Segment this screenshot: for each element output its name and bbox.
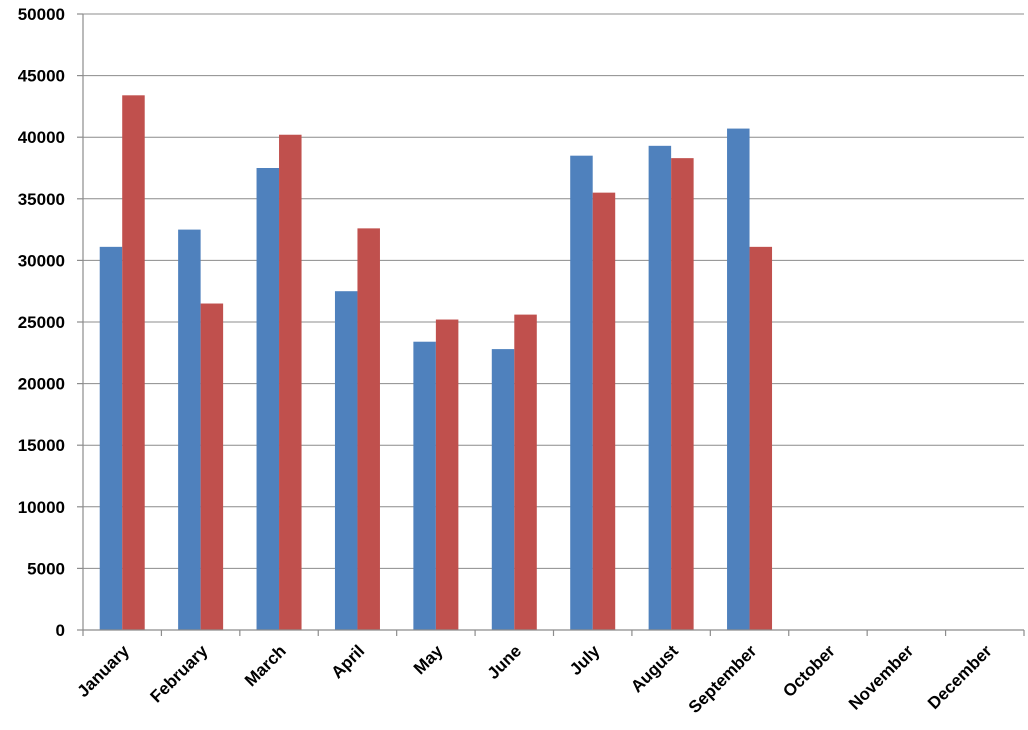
y-tick-label: 50000 <box>18 5 65 24</box>
y-tick-label: 5000 <box>27 559 65 578</box>
bar-series-1-may <box>413 341 436 630</box>
bar-series-2-february <box>200 303 224 630</box>
y-tick-label: 0 <box>56 621 65 640</box>
y-axis-ticks: 0 5000 10000 15000 20000 25000 30000 35000 40000… <box>18 5 83 640</box>
bar-series-1-september <box>727 128 750 631</box>
bar-series-1-june <box>491 349 515 630</box>
y-tick-label: 25000 <box>18 313 65 332</box>
y-tick-label: 15000 <box>18 436 65 455</box>
bar-series-2-july <box>592 192 616 630</box>
x-axis-labels: January February March April May June July Augu… <box>73 641 995 717</box>
bar-series-1-february <box>178 229 201 630</box>
x-category-label: September <box>685 641 761 717</box>
x-category-label: December <box>924 641 996 713</box>
bar-series-1-august <box>648 145 672 630</box>
x-category-label: July <box>566 641 604 679</box>
x-category-label: August <box>627 641 682 696</box>
x-category-label: April <box>327 641 368 682</box>
y-tick-label: 45000 <box>18 67 65 86</box>
bar-series-1-january <box>99 246 123 630</box>
x-category-label: February <box>147 641 212 706</box>
x-category-label: May <box>410 641 447 678</box>
y-tick-label: 35000 <box>18 190 65 209</box>
bar-series-1-july <box>570 155 593 630</box>
bar-series-1-march <box>256 168 280 630</box>
bar-series-2-march <box>279 134 302 630</box>
y-tick-label: 20000 <box>18 375 65 394</box>
axes <box>82 14 1025 636</box>
x-category-label: November <box>845 641 917 713</box>
x-category-label: January <box>73 641 133 701</box>
x-category-label: March <box>241 641 290 690</box>
bar-series-1-april <box>334 291 358 630</box>
bar-series-2-june <box>514 314 537 630</box>
y-tick-label: 10000 <box>18 498 65 517</box>
x-category-label: October <box>779 641 839 701</box>
y-tick-label: 40000 <box>18 128 65 147</box>
gridlines <box>83 13 1024 569</box>
x-category-label: June <box>484 641 525 682</box>
bar-series-2-april <box>357 228 380 631</box>
bar-series-2-may <box>435 319 459 630</box>
bars <box>99 95 773 631</box>
bar-series-2-august <box>671 158 694 631</box>
bar-series-2-september <box>749 246 773 630</box>
y-tick-label: 30000 <box>18 251 65 270</box>
bar-series-2-january <box>122 95 145 630</box>
